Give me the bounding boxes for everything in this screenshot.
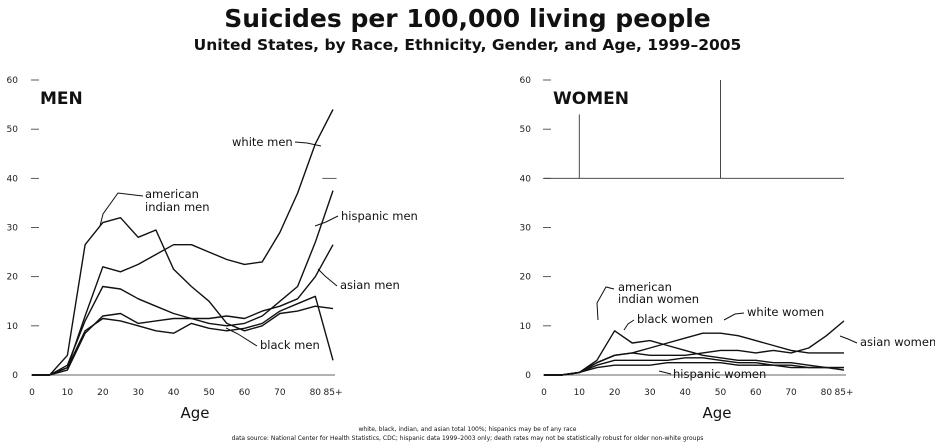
men-xtick-0: 0 [29, 388, 35, 398]
men-ytick-0: 0 [12, 371, 18, 381]
men-xtick-40: 40 [168, 388, 180, 398]
women-ytick-60: 60 [520, 76, 532, 86]
men-series-white-men [32, 109, 334, 376]
men-leader-black-men [225, 327, 258, 347]
women-ytick-30: 30 [520, 224, 532, 234]
women-xtick-40: 40 [679, 388, 691, 398]
women-xtick-85: 85+ [835, 388, 854, 398]
men-leader-hispanic-men [314, 215, 339, 227]
men-xtick-70: 70 [274, 388, 286, 398]
men-ytick-40: 40 [7, 174, 19, 184]
men-xtick-60: 60 [239, 388, 251, 398]
women-label-asian-women: asian women [860, 335, 935, 349]
women-leader-asian-women [839, 335, 858, 344]
women-xtick-60: 60 [750, 388, 762, 398]
men-xtick-30: 30 [133, 388, 145, 398]
men-series-american-indian-men [32, 216, 334, 376]
women-series-american-indian-women [544, 330, 845, 376]
women-ytick-0: 0 [525, 371, 531, 381]
men-ytick-10: 10 [7, 322, 19, 332]
men-xtick-10: 10 [62, 388, 74, 398]
men-ytick-20: 20 [7, 273, 19, 283]
women-ytick-50: 50 [520, 125, 532, 135]
men-xtick-50: 50 [203, 388, 215, 398]
men-series-asian-men [32, 244, 334, 376]
women-label-american-indian-women-line-1: american [618, 280, 672, 294]
women-xtick-70: 70 [785, 388, 797, 398]
men-label-asian-men: asian men [340, 278, 400, 292]
women-ytick-10: 10 [520, 322, 532, 332]
women-label-white-women: white women [747, 305, 824, 319]
men-ytick-50: 50 [7, 125, 19, 135]
women-leader-hispanic-women [658, 370, 672, 375]
men-leader-white-men [294, 141, 322, 147]
women-xtick-10: 10 [574, 388, 586, 398]
men-series-hispanic-men [32, 190, 334, 376]
women-xtick-0: 0 [541, 388, 547, 398]
chart-subtitle: United States, by Race, Ethnicity, Gende… [193, 36, 742, 54]
women-label-hispanic-women: hispanic women [673, 367, 766, 381]
footnote-race-note: white, black, indian, and asian total 10… [358, 426, 577, 433]
women-x-axis-title: Age [702, 404, 731, 422]
men-panel-label: MEN [40, 89, 83, 109]
men-ytick-30: 30 [7, 224, 19, 234]
men-leader-asian-men [317, 268, 338, 287]
women-xtick-80: 80 [821, 388, 833, 398]
women-series-asian-women [544, 320, 845, 376]
men-xtick-85: 85+ [324, 388, 343, 398]
women-ytick-40: 40 [520, 174, 532, 184]
women-leader-black-women [623, 319, 635, 331]
women-series-black-women [544, 357, 844, 376]
men-label-american-indian-men-line-2: indian men [145, 200, 210, 214]
women-xtick-30: 30 [644, 388, 656, 398]
men-series-black-men [32, 295, 334, 376]
men-label-hispanic-men: hispanic men [341, 209, 418, 223]
men-ytick-60: 60 [7, 76, 19, 86]
women-leader-american-indian-women [596, 286, 615, 321]
women-xtick-50: 50 [715, 388, 727, 398]
men-x-axis-title: Age [180, 404, 209, 422]
men-leader-american-indian-men [99, 192, 144, 227]
women-label-american-indian-women-line-2: indian women [618, 292, 699, 306]
men-label-american-indian-men-line-1: american [145, 187, 199, 201]
men-label-white-men: white men [232, 135, 293, 149]
women-panel-label: WOMEN [553, 89, 629, 109]
women-xtick-20: 20 [609, 388, 621, 398]
men-label-black-men: black men [260, 338, 320, 352]
women-ytick-20: 20 [520, 273, 532, 283]
women-leader-white-women [723, 312, 745, 321]
women-label-black-women: black women [637, 312, 713, 326]
footnote-data-source: data source: National Center for Health … [231, 435, 704, 442]
chart-title: Suicides per 100,000 living people [224, 4, 711, 33]
men-xtick-80: 80 [310, 388, 322, 398]
men-xtick-20: 20 [97, 388, 109, 398]
women-series-hispanic-women [544, 362, 844, 376]
